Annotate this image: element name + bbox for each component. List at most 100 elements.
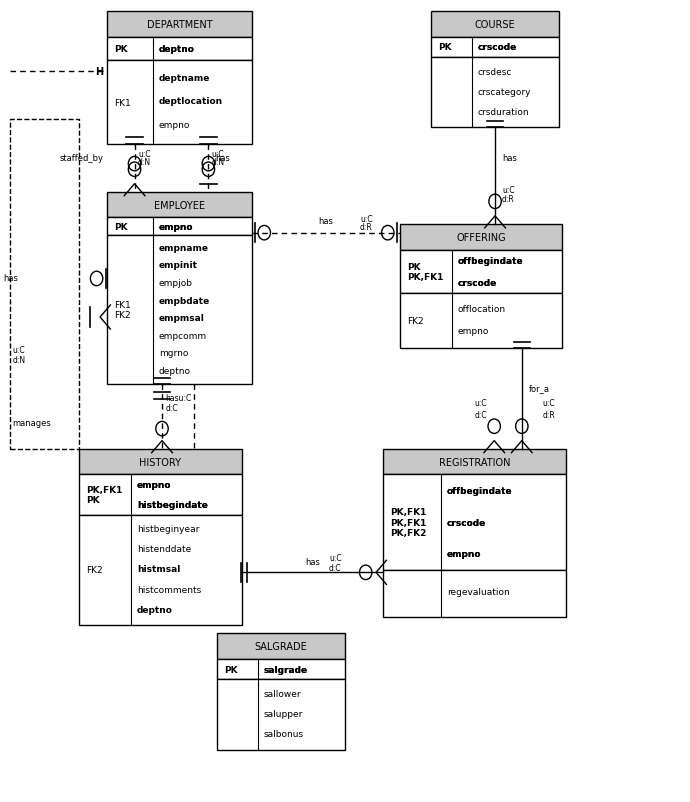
Text: regevaluation: regevaluation [447, 588, 510, 597]
Bar [79, 475, 242, 515]
Text: crsduration: crsduration [477, 107, 529, 117]
Text: deptno: deptno [159, 45, 195, 54]
Bar [107, 12, 252, 38]
Text: u:C: u:C [212, 149, 224, 158]
Text: deptno: deptno [159, 367, 191, 375]
Text: histbegindate: histbegindate [137, 500, 208, 509]
Text: offbegindate: offbegindate [457, 257, 523, 265]
Text: manages: manages [12, 418, 51, 427]
Text: HISTORY: HISTORY [139, 457, 181, 467]
Bar [431, 38, 559, 58]
Bar [79, 449, 242, 475]
Text: salgrade: salgrade [264, 665, 308, 674]
Text: DEPARTMENT: DEPARTMENT [146, 20, 213, 30]
Text: empno: empno [159, 222, 193, 232]
Text: PK,FK1
PK: PK,FK1 PK [86, 485, 123, 504]
Text: histmsal: histmsal [137, 565, 180, 573]
Text: d:C: d:C [329, 563, 342, 572]
Text: has: has [502, 153, 517, 162]
Text: H: H [95, 67, 104, 76]
Text: offlocation: offlocation [457, 305, 506, 314]
Text: for_a: for_a [529, 384, 550, 393]
Text: PK,FK1
PK,FK1
PK,FK2: PK,FK1 PK,FK1 PK,FK2 [390, 508, 426, 537]
Bar [431, 58, 559, 128]
Text: FK1: FK1 [114, 99, 130, 107]
Bar [383, 570, 566, 618]
Text: histbegindate: histbegindate [137, 500, 208, 509]
Text: d:C: d:C [166, 403, 178, 412]
Text: u:C: u:C [138, 149, 150, 158]
Text: FK2: FK2 [407, 317, 424, 326]
Text: empno: empno [0, 801, 1, 802]
Text: offbegindate: offbegindate [447, 486, 513, 495]
Text: crscode: crscode [457, 278, 497, 288]
Text: FK2: FK2 [86, 565, 103, 575]
Text: empno: empno [137, 480, 171, 489]
Text: sallower: sallower [264, 689, 302, 698]
Text: empno: empno [457, 327, 489, 336]
Text: d:N: d:N [212, 158, 225, 167]
Text: crscode: crscode [447, 518, 486, 527]
Text: SALGRADE: SALGRADE [255, 642, 308, 651]
Text: crscode: crscode [477, 43, 517, 52]
Text: PK: PK [114, 222, 128, 232]
Bar [383, 475, 566, 570]
Text: empmsal: empmsal [159, 314, 205, 322]
Text: has: has [305, 557, 319, 566]
Text: crscode: crscode [0, 801, 1, 802]
Bar [400, 294, 562, 349]
Text: crscode: crscode [477, 43, 517, 52]
Text: crscode: crscode [457, 278, 497, 288]
Bar [217, 634, 345, 659]
Text: COURSE: COURSE [475, 20, 515, 30]
Text: salgrade: salgrade [264, 665, 308, 674]
Bar [400, 250, 562, 294]
Text: u:C
d:C: u:C d:C [475, 399, 487, 419]
Text: deptname: deptname [159, 74, 210, 83]
Bar [431, 12, 559, 38]
Text: salupper: salupper [264, 709, 303, 718]
Text: offbegindate: offbegindate [447, 486, 513, 495]
Text: d:N: d:N [138, 157, 151, 166]
Text: salbonus: salbonus [264, 729, 304, 739]
Bar [383, 449, 566, 475]
Text: histcomments: histcomments [137, 585, 201, 593]
Text: d:N: d:N [12, 355, 26, 364]
Text: u:C: u:C [329, 553, 342, 562]
Text: u:C: u:C [360, 214, 373, 223]
Text: empjob: empjob [159, 278, 193, 288]
Text: salgrade: salgrade [0, 801, 1, 802]
Bar [79, 515, 242, 626]
Text: histbegindate: histbegindate [0, 801, 1, 802]
Text: hasu:C: hasu:C [166, 394, 192, 403]
Text: staffed_by: staffed_by [59, 153, 104, 162]
Text: empno: empno [0, 801, 1, 802]
Text: crsdesc: crsdesc [477, 67, 512, 76]
Text: histbeginyear: histbeginyear [137, 525, 199, 533]
Bar [107, 38, 252, 62]
Text: empno: empno [447, 549, 482, 558]
Text: deptno: deptno [0, 801, 1, 802]
Text: u:C: u:C [12, 346, 25, 354]
Text: crscategory: crscategory [477, 87, 531, 96]
Text: mgrno: mgrno [159, 349, 188, 358]
Text: PK
PK,FK1: PK PK,FK1 [407, 262, 444, 282]
Text: deptlocation: deptlocation [159, 97, 223, 106]
Text: empinit: empinit [159, 261, 198, 270]
Text: d:R: d:R [360, 222, 373, 231]
Text: u:C
d:R: u:C d:R [542, 399, 555, 419]
Text: offbegindate: offbegindate [457, 257, 523, 265]
Bar [10, 120, 79, 449]
Text: offbegindate: offbegindate [0, 801, 1, 802]
Text: PK: PK [438, 43, 452, 52]
Text: offbegindate: offbegindate [0, 801, 1, 802]
Bar [217, 659, 345, 679]
Text: empname: empname [159, 244, 209, 253]
Bar [217, 679, 345, 750]
Text: empno: empno [159, 121, 190, 130]
Text: has: has [3, 273, 19, 282]
Text: deptno: deptno [137, 605, 172, 614]
Text: deptno: deptno [159, 45, 195, 54]
Text: has: has [319, 217, 333, 225]
Text: histenddate: histenddate [137, 545, 191, 553]
